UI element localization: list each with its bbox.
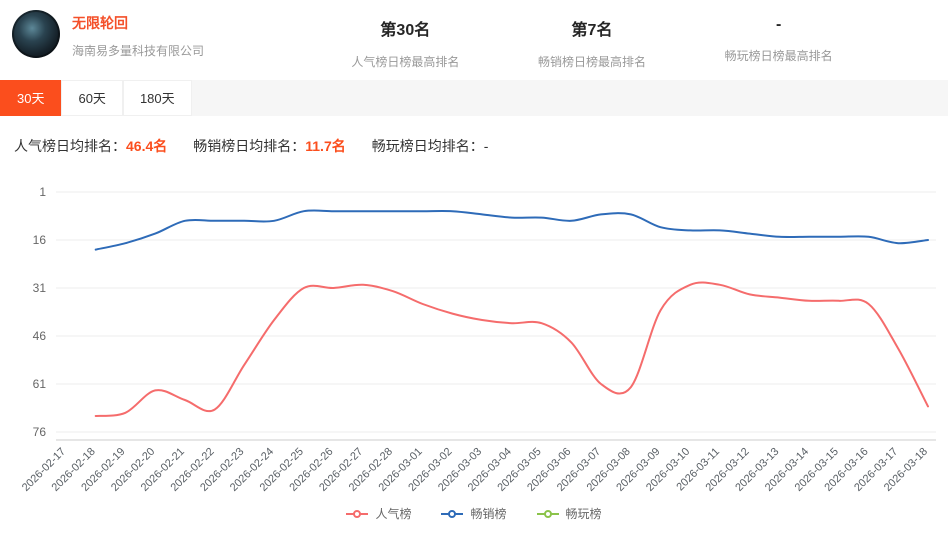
app-meta: 无限轮回 海南易多量科技有限公司 bbox=[72, 10, 204, 70]
chart-canvas: 116314661762026-02-172026-02-182026-02-1… bbox=[20, 185, 936, 494]
avg-value: 46.4名 bbox=[126, 138, 168, 154]
avg-play: 畅玩榜日均排名：- bbox=[372, 136, 489, 156]
stat-play-best: - 畅玩榜日榜最高排名 bbox=[685, 16, 872, 70]
legend-label: 人气榜 bbox=[375, 507, 412, 521]
series-line-畅销榜[interactable] bbox=[94, 209, 929, 251]
y-tick-label: 61 bbox=[33, 377, 47, 391]
legend-item[interactable]: 畅玩榜 bbox=[536, 505, 602, 522]
chart-legend: 人气榜 畅销榜 畅玩榜 bbox=[0, 505, 948, 522]
legend-item[interactable]: 人气榜 bbox=[346, 505, 411, 522]
stat-popularity-best: 第30名 人气榜日榜最高排名 bbox=[312, 16, 499, 70]
legend-dot-icon bbox=[448, 509, 457, 518]
avg-label: 人气榜日均排名： bbox=[14, 138, 126, 154]
tab-60-days[interactable]: 60天 bbox=[61, 80, 123, 116]
avg-label: 畅销榜日均排名： bbox=[193, 138, 306, 154]
legend-item[interactable]: 畅销榜 bbox=[441, 505, 507, 522]
y-tick-label: 16 bbox=[33, 233, 47, 247]
stat-bestseller-best: 第7名 畅销榜日榜最高排名 bbox=[499, 16, 686, 70]
stat-value: 第30名 bbox=[380, 22, 431, 39]
avg-popularity: 人气榜日均排名：46.4名 bbox=[14, 136, 167, 156]
avg-label: 畅玩榜日均排名： bbox=[371, 138, 484, 154]
tab-30-days[interactable]: 30天 bbox=[0, 80, 62, 116]
time-range-tabs: 30天 60天 180天 bbox=[0, 80, 948, 116]
legend-label: 畅销榜 bbox=[470, 507, 507, 521]
stat-label: 畅玩榜日榜最高排名 bbox=[724, 49, 833, 63]
stat-value: 第7名 bbox=[571, 22, 613, 39]
legend-line-icon bbox=[441, 509, 464, 518]
ranking-trend-chart: 1 16 31 46 61 76 2026-02-17 2026-02-18 2026-02-1… bbox=[0, 162, 948, 519]
app-info: 无限轮回 海南易多量科技有限公司 bbox=[12, 10, 312, 70]
page-header: 无限轮回 海南易多量科技有限公司 第30名 人气榜日榜最高排名 第7名 畅销榜日… bbox=[0, 0, 948, 70]
stat-value: - bbox=[776, 16, 782, 33]
legend-label: 畅玩榜 bbox=[565, 507, 602, 521]
y-tick-label: 31 bbox=[33, 281, 47, 295]
stat-label: 人气榜日榜最高排名 bbox=[351, 55, 460, 69]
legend-line-icon bbox=[536, 509, 559, 518]
legend-line-icon bbox=[346, 509, 369, 518]
best-rank-stats: 第30名 人气榜日榜最高排名 第7名 畅销榜日榜最高排名 - 畅玩榜日榜最高排名 bbox=[312, 10, 872, 70]
app-title: 无限轮回 bbox=[72, 15, 128, 31]
y-tick-label: 1 bbox=[39, 185, 46, 199]
stat-label: 畅销榜日榜最高排名 bbox=[538, 55, 647, 69]
legend-dot-icon bbox=[353, 509, 362, 518]
app-icon bbox=[12, 10, 60, 58]
daily-average-row: 人气榜日均排名：46.4名 畅销榜日均排名：11.7名 畅玩榜日均排名：- bbox=[0, 116, 948, 156]
y-tick-label: 76 bbox=[33, 425, 47, 439]
app-company: 海南易多量科技有限公司 bbox=[72, 44, 205, 58]
tab-180-days[interactable]: 180天 bbox=[122, 80, 192, 116]
legend-dot-icon bbox=[543, 509, 552, 518]
series-line-人气榜[interactable] bbox=[94, 281, 929, 417]
y-tick-label: 46 bbox=[33, 329, 47, 343]
avg-value: 11.7名 bbox=[305, 138, 346, 154]
avg-bestseller: 畅销榜日均排名：11.7名 bbox=[193, 136, 345, 156]
avg-value: - bbox=[483, 138, 489, 154]
